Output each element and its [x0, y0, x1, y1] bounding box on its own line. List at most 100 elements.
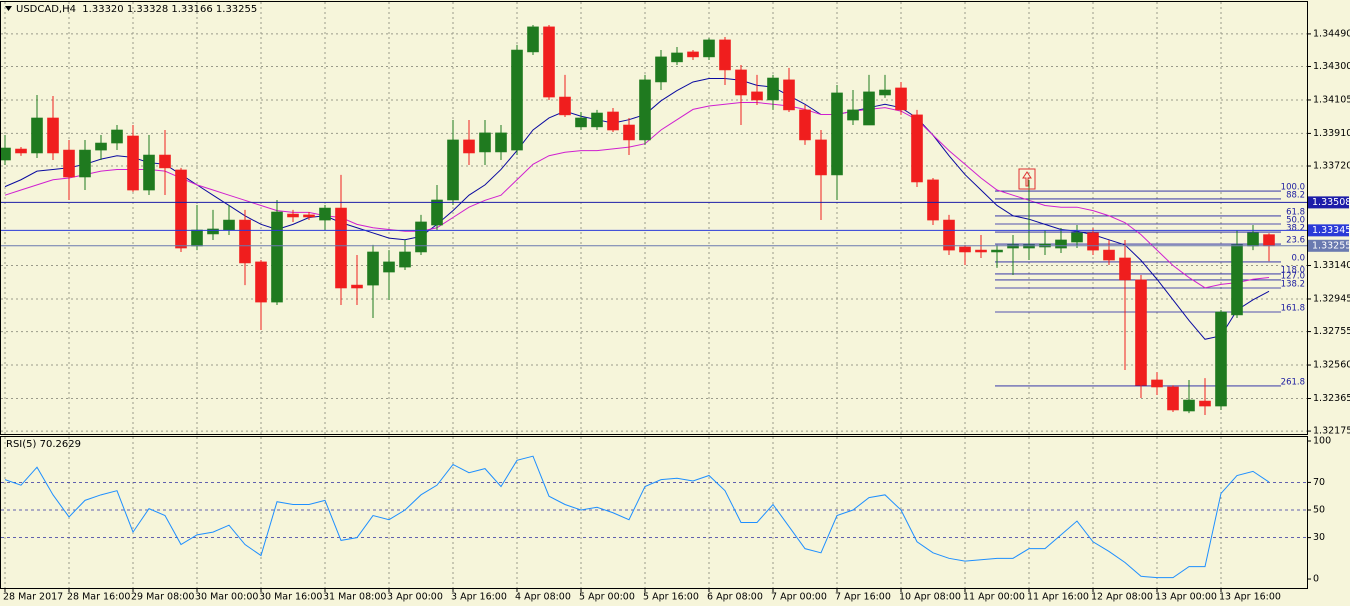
- candle-body: [655, 56, 667, 83]
- price-label-box: [1308, 224, 1349, 237]
- x-tick-label: 5 Apr 00:00: [579, 592, 635, 603]
- candle-body: [1183, 399, 1195, 412]
- candle-body: [847, 109, 859, 121]
- rsi-frame: [0, 436, 1308, 589]
- candle-body: [911, 114, 923, 183]
- fractal-arrow: [1022, 171, 1032, 187]
- candle-body: [399, 251, 411, 268]
- y-tick-label: 1.34490: [1313, 28, 1350, 39]
- candle-body: [783, 79, 795, 111]
- candle-body: [959, 246, 971, 253]
- candle-body: [543, 26, 555, 98]
- chart-title: USDCAD,H4 1.33320 1.33328 1.33166 1.3325…: [16, 4, 257, 15]
- fib-label: 127.0: [1281, 271, 1305, 281]
- y-tick-label: 1.33910: [1313, 128, 1350, 139]
- candle-body: [831, 92, 843, 176]
- y-tick-label: 1.32560: [1313, 360, 1350, 371]
- rsi-line: [4, 455, 1270, 579]
- x-tick-label: 28 Mar 16:00: [67, 592, 130, 603]
- y-tick-label: 1.32175: [1313, 426, 1350, 437]
- candle-body: [143, 154, 155, 191]
- candle-body: [751, 91, 763, 101]
- candle-body: [1023, 244, 1035, 249]
- candle-body: [207, 228, 219, 235]
- price-label: 1.33508: [1312, 197, 1350, 208]
- candle-body: [415, 221, 427, 253]
- candle-body: [863, 91, 875, 126]
- candle-body: [1119, 257, 1131, 281]
- x-tick-label: 3 Apr 00:00: [387, 592, 443, 603]
- fib-label: 61.8: [1286, 207, 1305, 217]
- y-tick-label: 1.32755: [1313, 326, 1350, 337]
- x-tick-label: 10 Apr 08:00: [899, 592, 961, 603]
- candle-body: [1055, 239, 1067, 249]
- candle-body: [463, 139, 475, 154]
- candle-body: [479, 132, 491, 153]
- candle-body: [1103, 249, 1115, 261]
- candle-body: [1215, 311, 1227, 407]
- candle-body: [1135, 279, 1147, 386]
- candle-body: [447, 139, 459, 201]
- candle-body: [623, 124, 635, 141]
- candle-body: [1071, 232, 1083, 243]
- candle-body: [383, 261, 395, 273]
- fib-label: 261.8: [1281, 377, 1305, 387]
- x-tick-label: 4 Apr 08:00: [515, 592, 571, 603]
- y-tick-label: 1.34105: [1313, 94, 1350, 105]
- fib-label: 50.0: [1286, 216, 1305, 226]
- candle-body: [687, 51, 699, 58]
- y-tick-label: 1.32365: [1313, 393, 1350, 404]
- candle-body: [15, 148, 27, 154]
- candle-body: [367, 251, 379, 286]
- candle-body: [79, 149, 91, 178]
- candle-body: [943, 219, 955, 251]
- x-tick-label: 3 Apr 16:00: [451, 592, 507, 603]
- candle-body: [1151, 379, 1163, 388]
- x-tick-label: 7 Apr 00:00: [771, 592, 827, 603]
- candle-body: [671, 52, 683, 63]
- candle-body: [991, 249, 1003, 253]
- x-tick-label: 28 Mar 2017: [3, 592, 63, 603]
- candle-body: [719, 39, 731, 71]
- candle-body: [255, 261, 267, 303]
- x-tick-label: 29 Mar 08:00: [131, 592, 194, 603]
- candle-body: [335, 207, 347, 289]
- candle-body: [1087, 232, 1099, 251]
- plot: 100.088.2 61.850.038.2 23.6 0.0 118.0127.013…: [0, 24, 1350, 579]
- candle-body: [31, 117, 43, 154]
- candle-body: [767, 77, 779, 101]
- y-tick-label: 50: [1313, 505, 1325, 516]
- y-tick-label: 1.33140: [1313, 260, 1350, 271]
- candle-body: [127, 135, 139, 191]
- candle-body: [879, 89, 891, 96]
- candle-body: [1007, 244, 1019, 249]
- y-tick-label: 0: [1313, 574, 1319, 585]
- fib-label: 118.0: [1281, 265, 1305, 275]
- candle-body: [735, 69, 747, 96]
- candle-body: [287, 213, 299, 218]
- price-label: 1.33255: [1312, 240, 1350, 251]
- x-tick-label: 5 Apr 16:00: [643, 592, 699, 603]
- price-label-box: [1308, 196, 1349, 209]
- fib-label: 161.8: [1281, 304, 1305, 314]
- x-tick-label: 11 Apr 16:00: [1027, 592, 1089, 603]
- candle-body: [1263, 234, 1275, 247]
- candle-body: [239, 219, 251, 264]
- candle-body: [271, 211, 283, 303]
- x-tick-label: 31 Mar 08:00: [323, 592, 386, 603]
- x-tick-label: 30 Mar 16:00: [259, 592, 322, 603]
- candle-body: [351, 284, 363, 289]
- fib-label: 100.0: [1281, 183, 1305, 193]
- fractal-marker: [1018, 168, 1036, 190]
- candle-body: [303, 214, 315, 218]
- candle-body: [511, 49, 523, 151]
- candle-body: [815, 139, 827, 176]
- x-tick-label: 7 Apr 16:00: [835, 592, 891, 603]
- candle-body: [1199, 400, 1211, 407]
- fib-label: 0.0: [1291, 253, 1305, 263]
- candle-body: [527, 26, 539, 53]
- candle-body: [1167, 386, 1179, 411]
- candle-body: [703, 39, 715, 58]
